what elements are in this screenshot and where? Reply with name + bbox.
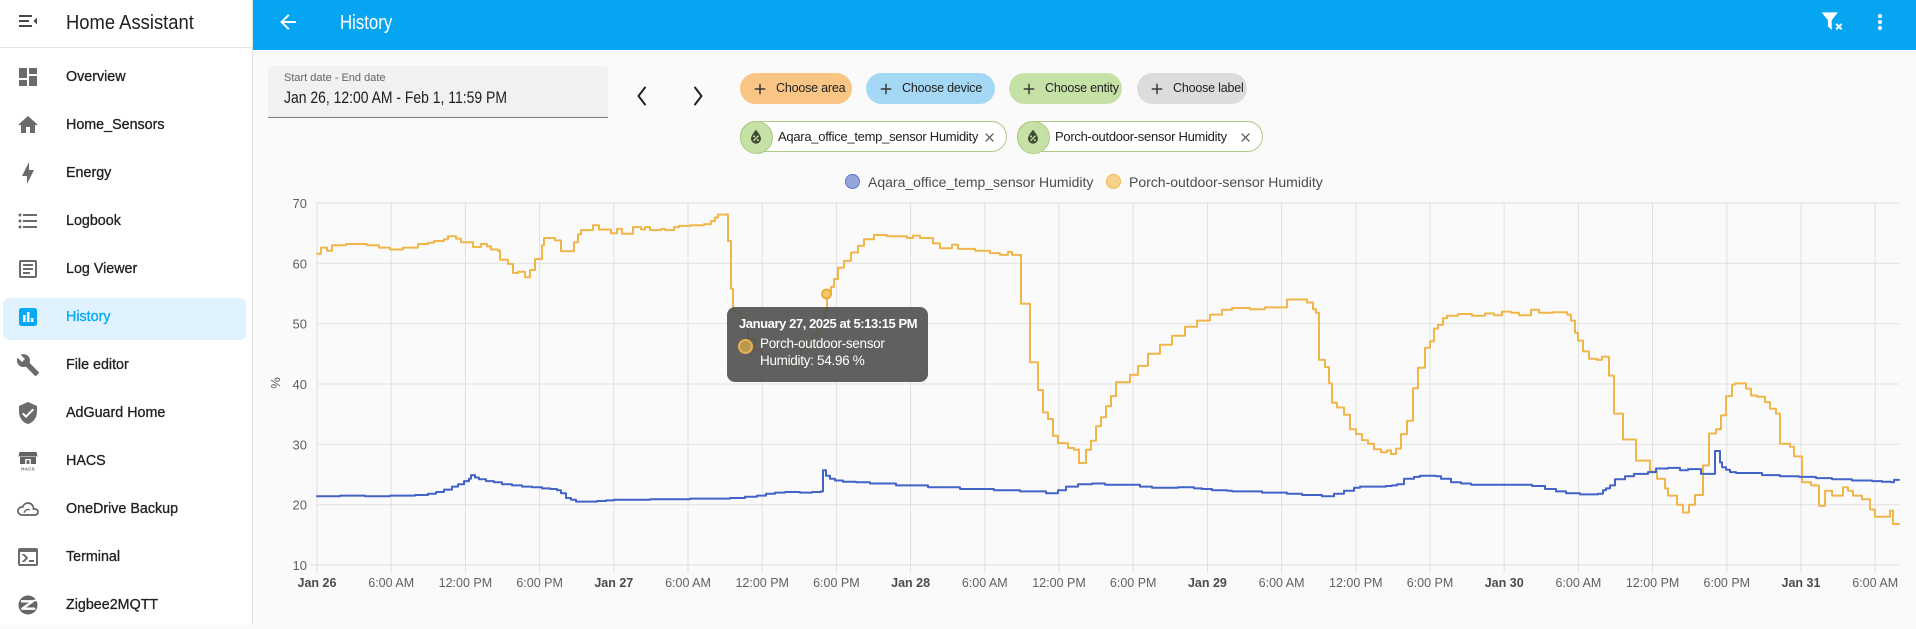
svg-text:HACS: HACS bbox=[21, 467, 35, 472]
svg-text:Jan 26: Jan 26 bbox=[298, 576, 337, 590]
svg-text:70: 70 bbox=[293, 196, 307, 211]
svg-text:6:00 PM: 6:00 PM bbox=[1110, 576, 1157, 590]
svg-text:6:00 AM: 6:00 AM bbox=[1555, 576, 1601, 590]
svg-text:%: % bbox=[268, 377, 283, 389]
svg-text:6:00 PM: 6:00 PM bbox=[1407, 576, 1454, 590]
svg-text:Jan 29: Jan 29 bbox=[1188, 576, 1227, 590]
svg-text:6:00 PM: 6:00 PM bbox=[813, 576, 860, 590]
svg-text:Jan 28: Jan 28 bbox=[891, 576, 930, 590]
svg-text:50: 50 bbox=[293, 317, 307, 332]
svg-text:Jan 31: Jan 31 bbox=[1782, 576, 1821, 590]
svg-text:20: 20 bbox=[293, 498, 307, 513]
svg-text:6:00 AM: 6:00 AM bbox=[665, 576, 711, 590]
svg-text:12:00 PM: 12:00 PM bbox=[439, 576, 493, 590]
svg-text:6:00 AM: 6:00 AM bbox=[1852, 576, 1898, 590]
svg-text:Jan 27: Jan 27 bbox=[594, 576, 633, 590]
svg-text:40: 40 bbox=[293, 377, 307, 392]
svg-text:12:00 PM: 12:00 PM bbox=[735, 576, 789, 590]
svg-text:12:00 PM: 12:00 PM bbox=[1329, 576, 1383, 590]
svg-text:6:00 PM: 6:00 PM bbox=[516, 576, 563, 590]
svg-text:Jan 30: Jan 30 bbox=[1485, 576, 1524, 590]
svg-text:6:00 AM: 6:00 AM bbox=[1259, 576, 1305, 590]
svg-text:6:00 PM: 6:00 PM bbox=[1704, 576, 1751, 590]
svg-text:30: 30 bbox=[293, 437, 307, 452]
svg-text:60: 60 bbox=[293, 256, 307, 271]
svg-text:12:00 PM: 12:00 PM bbox=[1626, 576, 1680, 590]
svg-text:6:00 AM: 6:00 AM bbox=[962, 576, 1008, 590]
svg-text:6:00 AM: 6:00 AM bbox=[368, 576, 414, 590]
svg-text:10: 10 bbox=[293, 558, 307, 573]
svg-text:12:00 PM: 12:00 PM bbox=[1032, 576, 1086, 590]
